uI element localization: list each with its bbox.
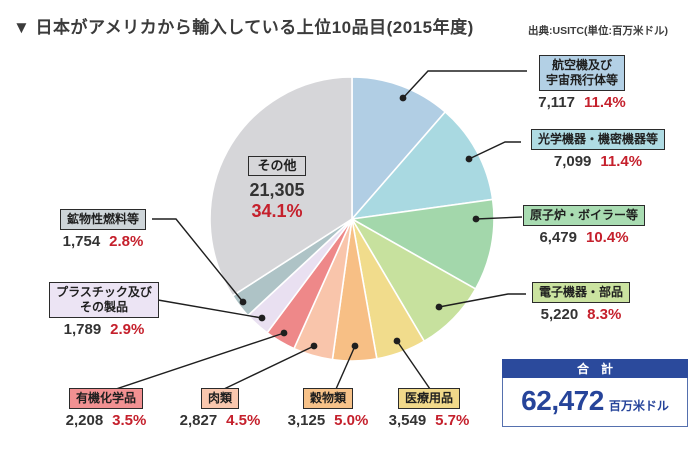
label-group-grain: 穀物類 3,125 5.0%	[276, 388, 380, 429]
category-tag-medical: 医療用品	[397, 388, 460, 409]
category-value: 6,479	[539, 229, 577, 246]
pie-slice-0	[351, 76, 447, 220]
label-group-mineral: 鉱物性燃料等 1,754 2.8%	[50, 209, 156, 250]
source-note: 出典:USITC(単位:百万米ドル)	[528, 25, 668, 37]
category-value: 7,117	[538, 94, 575, 111]
leader-dot-1	[465, 155, 473, 163]
category-tag-meat: 肉類	[200, 388, 239, 409]
category-tag-line: 宇宙飛行体等	[545, 73, 618, 87]
category-values: 7,117 11.4%	[525, 94, 639, 111]
category-percent: 11.4%	[600, 153, 643, 170]
category-percent: 5.0%	[334, 412, 369, 429]
category-value: 2,827	[179, 412, 218, 429]
category-values: 7,099 11.4%	[518, 153, 678, 170]
leader-line-6	[223, 345, 315, 390]
label-group-electronics: 電子機器・部品 5,220 8.3%	[523, 282, 639, 323]
label-group-meat: 肉類 2,827 4.5%	[168, 388, 272, 429]
category-value: 7,099	[553, 153, 592, 170]
leader-dot-0	[399, 94, 407, 102]
label-group-plastic: プラスチック及び その製品 1,789 2.9%	[46, 282, 162, 338]
category-values: 1,754 2.8%	[50, 233, 156, 250]
category-tag-line: 航空機及び	[551, 58, 612, 72]
category-tag-plastic: プラスチック及び その製品	[49, 282, 159, 318]
category-tag-aircraft: 航空機及び 宇宙飛行体等	[538, 55, 625, 91]
category-values: 3,549 5.7%	[378, 412, 480, 429]
category-percent: 3.5%	[112, 412, 147, 429]
total-body: 62,472 百万米ドル	[502, 378, 688, 427]
pie-slice-2	[351, 198, 495, 290]
page-title: ▼ 日本がアメリカから輸入している上位10品目(2015年度)	[13, 18, 474, 37]
category-values: 2,827 4.5%	[168, 412, 272, 429]
total-box: 合 計 62,472 百万米ドル	[502, 359, 688, 427]
category-value: 1,789	[63, 321, 102, 338]
category-values: 1,789 2.9%	[46, 321, 162, 338]
category-values: 3,125 5.0%	[276, 412, 380, 429]
category-values: 5,220 8.3%	[523, 306, 639, 323]
leader-dot-7	[280, 329, 288, 337]
category-tag-electronics: 電子機器・部品	[531, 282, 630, 303]
category-percent: 2.9%	[110, 321, 145, 338]
label-group-organic: 有機化学品 2,208 3.5%	[54, 388, 158, 429]
category-tag-line: プラスチック及び	[56, 285, 152, 299]
total-value: 62,472	[521, 385, 604, 416]
category-percent: 8.3%	[587, 306, 622, 323]
category-value: 2,208	[65, 412, 104, 429]
leader-line-9	[152, 218, 244, 303]
category-tag-reactor: 原子炉・ボイラー等	[522, 205, 645, 226]
leader-line-1	[468, 141, 521, 160]
leader-line-0	[402, 70, 527, 99]
category-tag-grain: 穀物類	[302, 388, 353, 409]
category-value: 21,305	[249, 180, 305, 201]
category-tag-optical: 光学機器・機密機器等	[530, 129, 665, 150]
leader-dot-3	[435, 303, 443, 311]
category-tag-line: その製品	[79, 300, 128, 314]
leader-dot-8	[258, 314, 266, 322]
category-values: 6,479 10.4%	[519, 229, 649, 246]
category-percent: 34.1%	[251, 200, 303, 221]
category-value: 1,754	[62, 233, 101, 250]
category-percent: 5.7%	[435, 412, 470, 429]
category-percent: 2.8%	[109, 233, 144, 250]
category-value: 3,125	[287, 412, 326, 429]
pie-slice-10	[209, 76, 353, 297]
pie-slice-1	[351, 111, 494, 220]
label-group-optical: 光学機器・機密機器等 7,099 11.4%	[518, 129, 678, 170]
leader-dot-4	[393, 337, 401, 345]
category-percent: 11.4%	[584, 94, 626, 111]
label-group-other: その他 21,305 34.1%	[236, 156, 318, 222]
leader-line-7	[115, 332, 285, 390]
leader-line-4	[396, 340, 431, 390]
label-group-reactor: 原子炉・ボイラー等 6,479 10.4%	[519, 205, 649, 246]
leader-dot-5	[351, 342, 359, 350]
category-percent: 4.5%	[226, 412, 261, 429]
leader-dot-9	[239, 298, 247, 306]
category-values: 2,208 3.5%	[54, 412, 158, 429]
leader-line-2	[475, 216, 523, 220]
total-header: 合 計	[502, 359, 688, 378]
leader-line-8	[157, 299, 263, 319]
category-tag-other: その他	[248, 156, 306, 177]
total-unit: 百万米ドル	[608, 399, 669, 413]
category-tag-mineral: 鉱物性燃料等	[59, 209, 146, 230]
category-percent: 10.4%	[586, 229, 629, 246]
leader-dot-2	[472, 215, 480, 223]
category-tag-organic: 有機化学品	[68, 388, 143, 409]
label-group-medical: 医療用品 3,549 5.7%	[378, 388, 480, 429]
leader-line-3	[438, 293, 526, 308]
leader-dot-6	[310, 342, 318, 350]
label-group-aircraft: 航空機及び 宇宙飛行体等 7,117 11.4%	[525, 55, 639, 111]
leader-line-5	[335, 345, 356, 390]
category-value: 5,220	[540, 306, 579, 323]
category-value: 3,549	[388, 412, 427, 429]
